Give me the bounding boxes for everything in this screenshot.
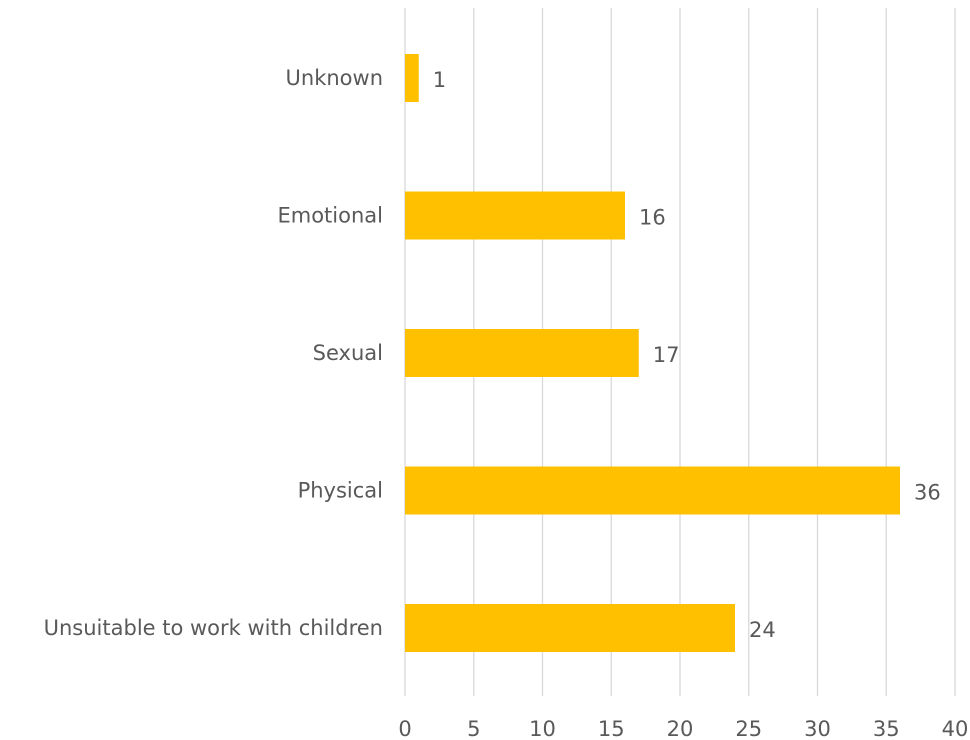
x-tick-label: 35 [873, 717, 900, 740]
category-label: Unknown [286, 66, 383, 90]
data-label: 24 [749, 618, 776, 642]
x-tick-label: 25 [735, 717, 762, 740]
category-label: Emotional [277, 204, 383, 228]
data-label: 36 [914, 481, 941, 505]
data-label: 17 [653, 343, 680, 367]
bar [405, 604, 735, 652]
data-label: 16 [639, 206, 666, 230]
category-label: Physical [298, 479, 383, 503]
category-label: Sexual [313, 341, 383, 365]
x-tick-label: 10 [529, 717, 556, 740]
bar [405, 466, 900, 515]
gridlines [404, 8, 956, 696]
x-tick-label: 15 [598, 717, 625, 740]
labels: 0 5 10 15 20 25 30 35 40 Unknown 1 Emotional 16 Sexua… [44, 66, 969, 740]
x-tick-label: 0 [398, 717, 411, 740]
x-tick-label: 5 [467, 717, 480, 740]
data-label: 1 [433, 68, 446, 92]
x-tick-label: 20 [667, 717, 694, 740]
bars [405, 54, 900, 652]
x-tick-label: 40 [942, 717, 969, 740]
category-label: Unsuitable to work with children [44, 616, 383, 640]
bar [405, 54, 419, 102]
bar [405, 329, 639, 377]
bar [405, 191, 625, 240]
x-tick-label: 30 [804, 717, 831, 740]
